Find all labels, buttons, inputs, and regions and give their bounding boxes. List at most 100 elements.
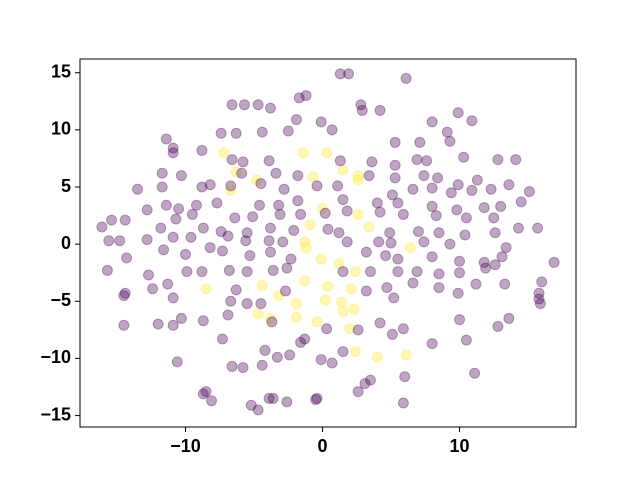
scatter-point [445,187,457,199]
scatter-point [548,256,560,268]
scatter-point [299,236,311,248]
scatter-point [180,248,192,260]
scatter-point [222,230,234,242]
scatter-point [433,227,445,239]
scatter-point [310,394,322,406]
scatter-point [155,222,167,234]
scatter-point [360,246,372,258]
scatter-point [337,194,349,206]
scatter-point [119,287,131,299]
scatter-point [349,346,361,358]
scatter-point [266,316,278,328]
scatter-point [295,208,307,220]
scatter-point [121,252,133,264]
scatter-point [343,68,355,80]
scatter-point [271,351,283,363]
scatter-point [381,282,393,294]
x-tick-label: 0 [318,436,328,456]
scatter-point [421,155,433,167]
scatter-point [307,171,319,183]
scatter-point [433,268,445,280]
scatter-point [466,184,478,196]
scatter-point [304,219,316,231]
scatter-point [503,179,515,191]
scatter-point [236,167,248,179]
scatter-point [319,294,331,306]
scatter-point [237,156,249,168]
scatter-point [141,234,153,246]
scatter-point [363,221,375,233]
scatter-point [290,311,302,323]
scatter-point [290,298,302,310]
scatter-point [106,214,118,226]
scatter-point [532,222,544,234]
scatter-point [485,183,497,195]
scatter-point [252,99,264,111]
scatter-point [244,250,256,262]
scatter-point [503,312,515,324]
scatter-point [241,298,253,310]
scatter-point [290,114,302,126]
scatter-point [426,116,438,128]
scatter-point [321,147,333,159]
scatter-point [297,147,309,159]
scatter-point [222,309,234,321]
scatter-point [285,253,297,265]
scatter-point [284,349,296,361]
scatter-point [240,235,252,247]
scatter-point [252,404,264,416]
scatter-point [460,334,472,346]
scatter-point [281,262,293,274]
scatter-point [444,238,456,250]
scatter-point [371,351,383,363]
scatter-point [118,290,130,302]
scatter-point [397,208,409,220]
scatter-point [299,275,311,287]
scatter-point [101,264,113,276]
scatter-point [321,323,333,335]
scatter-point [364,266,376,278]
scatter-point [352,386,364,398]
scatter-point [196,144,208,156]
y-tick-label: −15 [40,404,71,424]
scatter-point [359,378,371,390]
scatter-point [259,344,271,356]
scatter-point [197,315,209,327]
scatter-point [471,174,483,186]
scatter-point [411,154,423,166]
scatter-point [426,200,438,212]
scatter-point [315,116,327,128]
scatter-point [185,231,197,243]
scatter-point [345,283,357,295]
scatter-point [311,180,323,192]
scatter-point [255,178,267,190]
scatter-point [264,312,276,324]
scatter-point [204,242,216,254]
scatter-point [252,308,264,320]
y-tick-label: 10 [51,119,71,139]
scatter-point [225,184,237,196]
scatter-point [167,147,179,159]
scatter-point [337,266,349,278]
scatter-point [433,282,445,294]
scatter-point [256,279,268,291]
y-tick-label: 5 [61,176,71,196]
scatter-point [264,222,276,234]
scatter-point [400,349,412,361]
scatter-point [171,356,183,368]
scatter-point [118,319,130,331]
scatter-point [470,278,482,290]
scatter-point [143,269,155,281]
scatter-point [489,259,501,271]
scatter-point [364,374,376,386]
scatter-point [270,167,282,179]
scatter-point [277,236,289,248]
scatter-point [337,346,349,358]
scatter-point [363,170,375,182]
scatter-point [348,303,360,315]
scatter-point [388,292,400,304]
scatter-point [333,258,345,270]
scatter-point [186,208,198,220]
scatter-point [454,255,466,267]
scatter-point [241,266,253,278]
